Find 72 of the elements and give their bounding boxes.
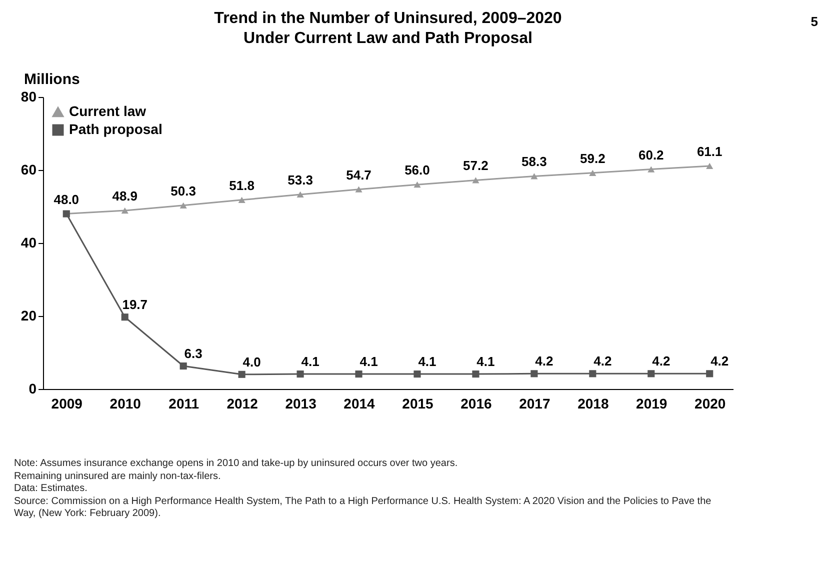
point	[296, 370, 304, 378]
data-label: 6.3	[184, 346, 202, 362]
y-tick-label: 20	[20, 308, 37, 324]
y-tick-label: 60	[20, 162, 37, 178]
legend-label: Path proposal	[69, 121, 162, 137]
data-label: 4.2	[594, 354, 612, 369]
text: 5	[810, 14, 818, 29]
x-tick-label: 2016	[460, 396, 492, 412]
y-tick-label: 0	[28, 380, 37, 396]
x-tick-label: 2019	[636, 396, 668, 412]
point	[238, 370, 246, 378]
data-label: 57.2	[463, 158, 488, 174]
point	[180, 202, 187, 208]
data-label: 59.2	[580, 150, 606, 166]
data-label: 4.1	[360, 354, 378, 370]
point	[355, 370, 362, 378]
y-axis-title: Millions	[24, 71, 80, 88]
point	[648, 166, 655, 172]
x-tick-label: 2013	[285, 396, 317, 412]
point	[530, 173, 538, 180]
point	[472, 370, 480, 378]
point	[472, 177, 480, 184]
point	[589, 370, 596, 378]
data-label: 4.1	[301, 354, 320, 370]
x-tick-label: 2018	[578, 396, 609, 412]
chart-title: Trend in the Number of Uninsured, 2009–2020	[214, 10, 562, 27]
x-tick-label: 2010	[110, 396, 142, 412]
x-tick-label: 2009	[51, 396, 83, 412]
point	[238, 196, 246, 203]
data-label: 56.0	[404, 162, 430, 178]
data-label: 4.2	[710, 354, 729, 369]
data-label: 53.3	[288, 172, 313, 188]
x-tick-label: 2012	[226, 396, 258, 412]
data-label: 48.9	[112, 188, 138, 204]
point	[180, 362, 187, 370]
data-label: 4.1	[418, 354, 436, 370]
x-tick-label: 2020	[694, 396, 726, 412]
data-label: 48.0	[54, 192, 80, 207]
x-tick-label: 2014	[344, 396, 376, 412]
data-label: 4.0	[242, 354, 261, 370]
data-label: 4.2	[652, 354, 670, 369]
chart-subtitle: Under Current Law and Path Proposal	[244, 30, 532, 47]
point	[589, 170, 596, 176]
data-label: 54.7	[346, 167, 372, 182]
y-tick-label: 40	[20, 234, 37, 250]
point	[414, 370, 421, 378]
data-label: 19.7	[122, 297, 148, 312]
data-label: 50.3	[170, 183, 196, 198]
text: Note: Assumes insurance exchange opens in 2010 and take-up by uninsured occurs over two years.	[14, 458, 459, 470]
data-label: 4.1	[476, 354, 495, 370]
y-tick-label: 80	[20, 88, 37, 104]
point	[121, 314, 128, 321]
data-label: 51.8	[229, 178, 254, 193]
legend-label: Current law	[69, 103, 146, 119]
point	[296, 191, 304, 198]
data-label: 60.2	[638, 147, 664, 162]
text: Remaining uninsured are mainly non-tax-filers.	[14, 470, 222, 483]
point	[648, 370, 655, 378]
point	[121, 207, 128, 214]
point	[706, 162, 714, 170]
source-note: Source: Commission on a High Performance Health System, The Path to a High Performance U.S. Health System: A 2020 Vision and the Policies to Pave the Way, (New York: February 2009).	[14, 496, 712, 520]
x-tick-label: 2011	[168, 396, 200, 412]
data-label: 61.1	[696, 144, 722, 159]
x-tick-label: 2017	[519, 396, 550, 412]
point	[706, 370, 714, 378]
x-tick-label: 2015	[402, 396, 434, 412]
point	[355, 186, 362, 192]
point	[530, 370, 538, 378]
data-label: 58.3	[522, 154, 547, 170]
point	[414, 182, 421, 188]
data-label: 4.2	[535, 354, 554, 369]
text: Data: Estimates.	[14, 483, 88, 496]
